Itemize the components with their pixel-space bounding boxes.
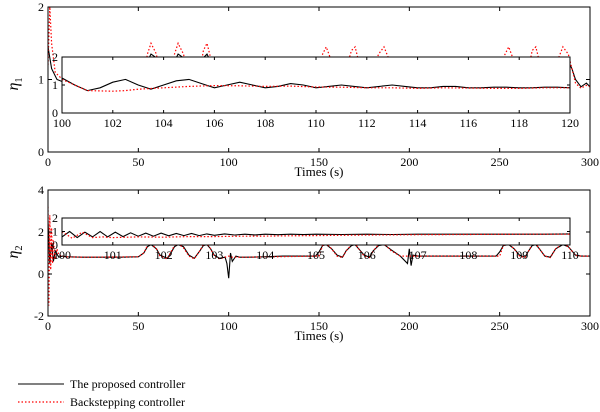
eta1-inset-xtick-label: 118 xyxy=(510,116,528,130)
eta2-ytick-label: 0 xyxy=(38,267,44,281)
eta2-ytick-label: 2 xyxy=(38,225,44,239)
eta1-inset-xtick-label: 108 xyxy=(256,116,274,130)
eta1-inset-xtick-label: 116 xyxy=(460,116,478,130)
eta1-inset-ytick-label: 0 xyxy=(52,106,58,120)
eta1-xtick-label: 300 xyxy=(581,155,599,169)
eta2-inset-xtick-label: 103 xyxy=(205,248,223,262)
eta2-inset-ytick-label: 2 xyxy=(52,211,58,225)
eta2-inset-xtick-label: 110 xyxy=(561,248,579,262)
eta1-inset-xtick-label: 104 xyxy=(155,116,173,130)
eta1-xtick-label: 150 xyxy=(310,155,328,169)
eta2-inset-background xyxy=(62,218,570,245)
eta2-xtick-label: 150 xyxy=(310,319,328,333)
eta2-inset-xtick-label: 109 xyxy=(510,248,528,262)
eta2-series-backstepping xyxy=(48,206,590,306)
eta2-inset-axes: 100 101 102 103 104 105 106 107 108 109 110 012 xyxy=(52,211,579,262)
eta1-xtick-label: 50 xyxy=(132,155,144,169)
eta1-inset-ytick-label: 1 xyxy=(52,78,58,92)
eta1-xtick-label: 200 xyxy=(400,155,418,169)
eta2-inset-xtick-label: 102 xyxy=(155,248,173,262)
eta2-xtick-label: 200 xyxy=(400,319,418,333)
eta1-inset-xtick-label: 102 xyxy=(104,116,122,130)
eta1-inset-series-proposed xyxy=(62,77,570,92)
eta2-xtick-label: 300 xyxy=(581,319,599,333)
eta2-ytick-label: -2 xyxy=(34,309,44,323)
legend-label-proposed: The proposed controller xyxy=(70,377,185,391)
eta2-inset-ytick-label: 0 xyxy=(52,238,58,252)
eta2-inset-xtick-label: 104 xyxy=(256,248,274,262)
eta2-inset-ytick-label: 1 xyxy=(52,225,58,239)
eta1-inset-xtick-label: 100 xyxy=(53,116,71,130)
eta2-inset-xtick-label: 101 xyxy=(104,248,122,262)
eta1-inset-xtick-label: 114 xyxy=(409,116,427,130)
eta1-inset-xtick-label: 112 xyxy=(358,116,376,130)
eta2-inset-xtick-label: 100 xyxy=(53,248,71,262)
eta1-inset-xtick-label: 120 xyxy=(561,116,579,130)
eta2-inset-series-proposed xyxy=(62,230,570,239)
eta2-inset-xtick-label: 106 xyxy=(358,248,376,262)
eta1-inset-axes: 100 102 104 106 108 110 112 114 116 118 120 0 1 2 xyxy=(52,50,579,130)
eta1-inset-xtick-label: 110 xyxy=(307,116,325,130)
eta2-xlabel: Times (s) xyxy=(294,328,343,343)
legend-label-backstepping: Backstepping controller xyxy=(70,395,185,409)
eta1-xlabel: Times (s) xyxy=(294,164,343,179)
legend: The proposed controller Backstepping cont… xyxy=(18,377,185,409)
eta2-inset-xtick-label: 108 xyxy=(459,248,477,262)
eta2-xtick-label: 100 xyxy=(220,319,238,333)
eta2-inset-xtick-label: 107 xyxy=(409,248,427,262)
eta1-ylabel: η1 xyxy=(5,78,25,91)
eta2-ytick-label: 4 xyxy=(38,183,44,197)
eta2-inset-xtick-label: 105 xyxy=(307,248,325,262)
eta1-xtick-label: 100 xyxy=(220,155,238,169)
eta1-ytick-label: 0 xyxy=(38,145,44,159)
eta2-xtick-label: 250 xyxy=(491,319,509,333)
eta2-ylabel: η2 xyxy=(5,246,25,259)
eta2-xtick-label: 0 xyxy=(45,319,51,333)
eta1-ytick-label: 1 xyxy=(38,73,44,87)
eta1-ytick-label: 2 xyxy=(38,0,44,14)
eta1-inset-ytick-label: 2 xyxy=(52,50,58,64)
eta1-xtick-label: 250 xyxy=(491,155,509,169)
eta2-xtick-label: 50 xyxy=(132,319,144,333)
eta1-xtick-label: 0 xyxy=(45,155,51,169)
eta1-inset-xtick-label: 106 xyxy=(205,116,223,130)
eta2-inset-series-backstepping xyxy=(62,231,570,240)
eta1-inset-background xyxy=(62,57,570,113)
